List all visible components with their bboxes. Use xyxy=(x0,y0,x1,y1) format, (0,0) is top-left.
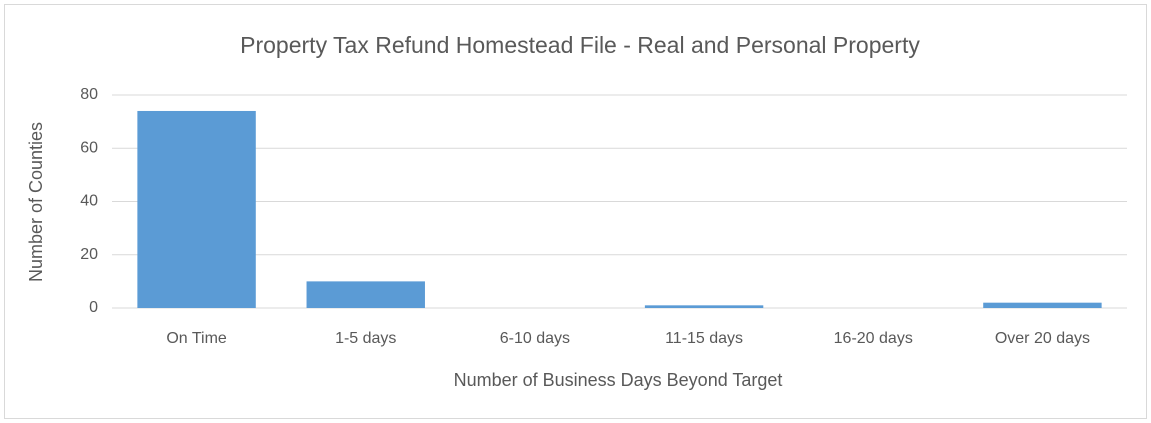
y-tick-label: 20 xyxy=(80,246,98,263)
chart-title: Property Tax Refund Homestead File - Rea… xyxy=(240,32,920,58)
x-tick-label: 1-5 days xyxy=(335,330,396,347)
x-tick-label: 11-15 days xyxy=(665,330,743,347)
bar xyxy=(644,305,764,308)
y-tick-label: 60 xyxy=(80,139,98,156)
x-tick-label: 6-10 days xyxy=(500,330,570,347)
x-tick-label: 16-20 days xyxy=(834,330,913,347)
x-tick-label: On Time xyxy=(166,330,227,347)
bar xyxy=(306,281,425,308)
y-axis-title: Number of Counties xyxy=(26,122,46,282)
y-tick-label: 0 xyxy=(89,299,98,316)
x-axis-title: Number of Business Days Beyond Target xyxy=(454,370,783,390)
y-tick-label: 80 xyxy=(80,86,98,103)
y-tick-label: 40 xyxy=(80,193,98,210)
bar xyxy=(983,302,1102,308)
bar xyxy=(137,110,256,308)
x-tick-label: Over 20 days xyxy=(995,330,1090,347)
